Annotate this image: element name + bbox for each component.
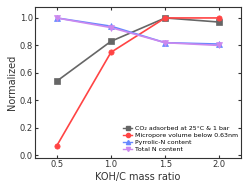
Y-axis label: Normalized: Normalized xyxy=(7,55,17,110)
Legend: CO₂ adsorbed at 25°C & 1 bar, Micropore volume below 0.63nm, Pyrrolic-N content,: CO₂ adsorbed at 25°C & 1 bar, Micropore … xyxy=(123,126,238,152)
X-axis label: KOH/C mass ratio: KOH/C mass ratio xyxy=(95,172,181,182)
